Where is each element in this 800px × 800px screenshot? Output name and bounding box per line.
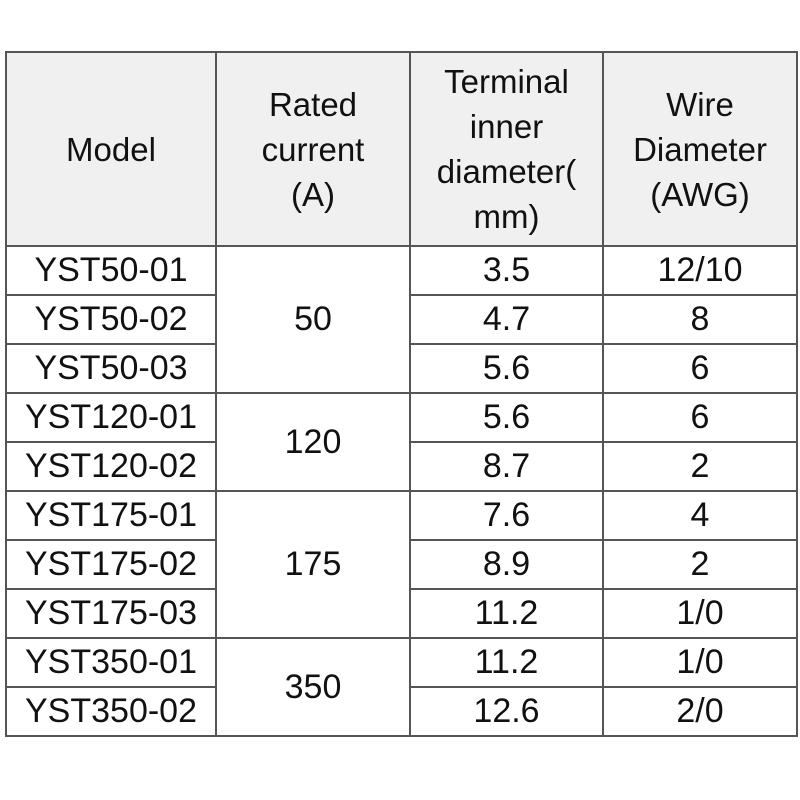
cell-rated-current: 50 [215, 245, 411, 394]
terminal-spec-table: Model Rated current (A) Terminal inner d… [5, 51, 798, 737]
cell-awg: 1/0 [602, 588, 798, 639]
table-row: YST50-02 4.7 8 [5, 294, 798, 345]
cell-diameter: 7.6 [409, 490, 604, 541]
table-row: YST50-03 5.6 6 [5, 343, 798, 394]
table-row: YST175-03 11.2 1/0 [5, 588, 798, 639]
table-row: YST350-01 350 11.2 1/0 [5, 637, 798, 737]
cell-awg: 2/0 [602, 686, 798, 737]
cell-awg: 2 [602, 539, 798, 590]
cell-diameter: 12.6 [409, 686, 604, 737]
cell-model: YST350-02 [5, 686, 217, 737]
cell-diameter: 3.5 [409, 245, 604, 296]
cell-awg: 1/0 [602, 637, 798, 688]
table-row: YST120-02 8.7 2 [5, 441, 798, 492]
header-wire-diameter: Wire Diameter (AWG) [602, 51, 798, 247]
header-rated-current: Rated current (A) [215, 51, 411, 247]
table-row: YST350-02 12.6 2/0 [5, 686, 798, 737]
table-row: YST50-01 50 3.5 12/10 [5, 245, 798, 394]
cell-awg: 6 [602, 343, 798, 394]
cell-awg: 4 [602, 490, 798, 541]
cell-diameter: 8.7 [409, 441, 604, 492]
table-row: YST120-01 120 5.6 6 [5, 392, 798, 492]
cell-model: YST50-01 [5, 245, 217, 296]
cell-model: YST175-01 [5, 490, 217, 541]
table-row: YST175-02 8.9 2 [5, 539, 798, 590]
header-model: Model [5, 51, 217, 247]
cell-model: YST50-03 [5, 343, 217, 394]
cell-model: YST175-03 [5, 588, 217, 639]
cell-diameter: 11.2 [409, 588, 604, 639]
cell-diameter: 5.6 [409, 343, 604, 394]
cell-diameter: 8.9 [409, 539, 604, 590]
cell-model: YST120-02 [5, 441, 217, 492]
cell-model: YST350-01 [5, 637, 217, 688]
header-terminal-inner-diameter: Terminal inner diameter( mm) [409, 51, 604, 247]
cell-diameter: 4.7 [409, 294, 604, 345]
cell-awg: 12/10 [602, 245, 798, 296]
cell-awg: 2 [602, 441, 798, 492]
cell-awg: 8 [602, 294, 798, 345]
table-row: YST175-01 175 7.6 4 [5, 490, 798, 639]
cell-rated-current: 120 [215, 392, 411, 492]
cell-model: YST50-02 [5, 294, 217, 345]
cell-diameter: 5.6 [409, 392, 604, 443]
cell-rated-current: 175 [215, 490, 411, 639]
cell-diameter: 11.2 [409, 637, 604, 688]
header-row: Model Rated current (A) Terminal inner d… [5, 51, 798, 247]
cell-model: YST175-02 [5, 539, 217, 590]
cell-model: YST120-01 [5, 392, 217, 443]
cell-awg: 6 [602, 392, 798, 443]
cell-rated-current: 350 [215, 637, 411, 737]
